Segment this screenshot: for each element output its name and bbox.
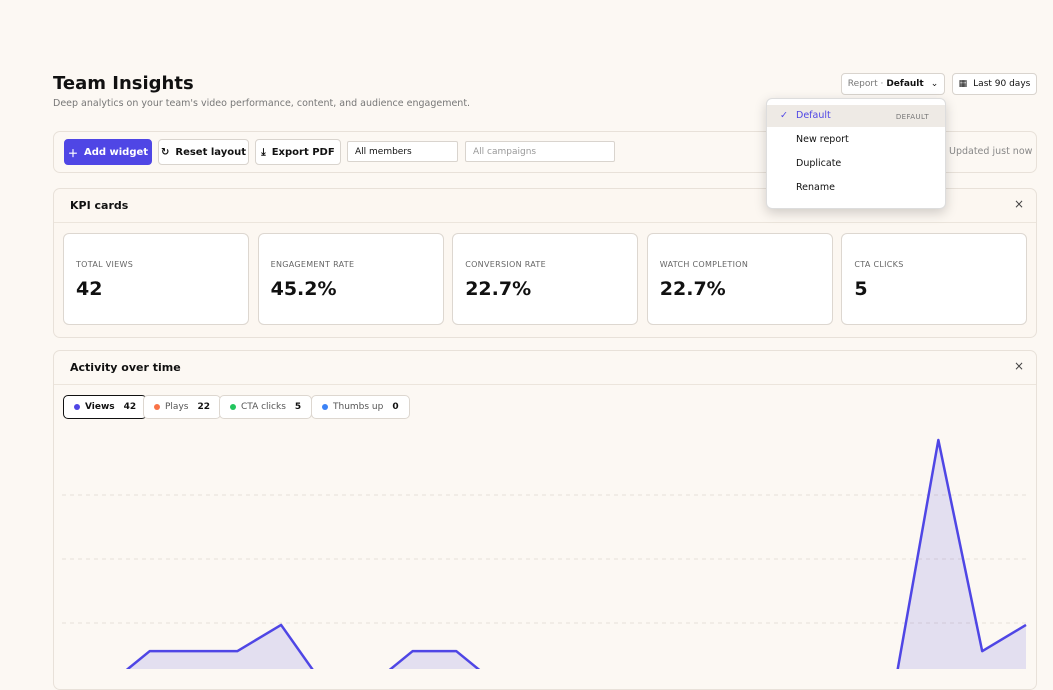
metric-dot — [322, 404, 328, 410]
members-label: All members — [355, 146, 412, 157]
menu-item-badge: DEFAULT — [895, 113, 929, 121]
metric-name: CTA clicks — [241, 402, 286, 412]
check-icon: ✓ — [780, 110, 788, 121]
line — [125, 438, 1027, 669]
metric-name: Views — [85, 402, 115, 412]
export-pdf-button[interactable]: ⤓ Export PDF — [255, 139, 341, 165]
update-status: Updated just now — [949, 146, 1033, 157]
menu-item-label: Rename — [796, 182, 835, 193]
kpi-label: CTA CLICKS — [854, 260, 904, 269]
metric-dot — [154, 404, 160, 410]
metric-name: Plays — [165, 402, 189, 412]
report-menu: ✓ Default DEFAULT New report Duplicate Rename — [766, 98, 946, 209]
metric-name: Thumbs up — [333, 402, 384, 412]
activity-panel-title: Activity over time — [54, 351, 1036, 385]
page-title: Team Insights — [53, 73, 194, 94]
menu-item[interactable]: New report — [767, 129, 945, 151]
kpi-value: 42 — [76, 278, 103, 300]
export-pdf-label: Export PDF — [271, 146, 335, 158]
menu-item[interactable]: ✓ Default DEFAULT — [767, 105, 945, 127]
campaigns-label: All campaigns — [473, 146, 537, 157]
metric-pill[interactable]: Thumbs up 0 — [311, 395, 410, 419]
close-button[interactable]: × — [1013, 197, 1024, 211]
activity-panel: Activity over time × Views 42 Plays 22 CTA cl… — [53, 350, 1037, 690]
metric-dot — [230, 404, 236, 410]
menu-item-label: Default — [796, 110, 831, 121]
kpi-value: 22.7% — [659, 278, 726, 300]
kpi-card: TOTAL VIEWS 42 — [63, 233, 249, 325]
campaigns-select[interactable]: All campaigns — [465, 141, 615, 162]
kpi-value: 22.7% — [465, 278, 532, 300]
kpi-label: CONVERSION RATE — [465, 260, 546, 269]
kpi-card: CONVERSION RATE 22.7% — [452, 233, 639, 325]
metric-total: 42 — [123, 402, 137, 412]
metric-total: 0 — [392, 402, 399, 412]
kpi-card: CTA CLICKS 5 — [841, 233, 1028, 325]
date-range-label: Last 90 days — [973, 79, 1031, 89]
toolbar — [53, 131, 1037, 173]
date-range[interactable]: ▦ Last 90 days — [952, 73, 1037, 95]
metric-total: 5 — [294, 402, 302, 412]
kpi-label: TOTAL VIEWS — [76, 260, 134, 269]
menu-item[interactable]: Duplicate — [767, 153, 945, 175]
close-button[interactable]: × — [1013, 359, 1024, 373]
members-select[interactable]: All members — [347, 141, 458, 162]
kpi-panel-title: KPI cards — [54, 189, 1036, 223]
metric-pill[interactable]: Views 42 — [63, 395, 148, 419]
chart-layer — [62, 438, 1027, 669]
reset-layout-label: Reset layout — [175, 146, 247, 158]
report-label: Report · — [847, 79, 884, 89]
menu-item[interactable]: Rename — [767, 177, 945, 199]
menu-item-label: New report — [796, 134, 849, 145]
metric-dot — [74, 404, 80, 410]
page: Team Insights Deep analytics on your tea… — [53, 73, 1037, 690]
kpi-label: WATCH COMPLETION — [659, 260, 749, 269]
kpi-value: 45.2% — [270, 278, 337, 300]
kpi-value: 5 — [854, 278, 868, 300]
reset-layout-button[interactable]: ↻ Reset layout — [158, 139, 249, 165]
metric-total: 22 — [197, 402, 210, 412]
kpi-panel: KPI cards × TOTAL VIEWS 42 ENGAGEMENT RATE 4… — [53, 188, 1037, 338]
metric-pill[interactable]: CTA clicks 5 — [219, 395, 313, 419]
report-value: Default — [886, 79, 924, 89]
report-select[interactable]: Report · Default ⌄ — [841, 73, 945, 95]
add-widget-label: Add widget — [83, 146, 149, 158]
metric-pill[interactable]: Plays 22 — [143, 395, 221, 419]
menu-item-label: Duplicate — [796, 158, 842, 169]
kpi-label: ENGAGEMENT RATE — [270, 260, 355, 269]
kpi-card: WATCH COMPLETION 22.7% — [646, 233, 833, 325]
area — [127, 439, 1026, 669]
page-subtitle: Deep analytics on your team's video perf… — [53, 98, 471, 109]
kpi-card: ENGAGEMENT RATE 45.2% — [257, 233, 444, 325]
add-widget-button[interactable]: ＋ Add widget — [64, 139, 152, 165]
